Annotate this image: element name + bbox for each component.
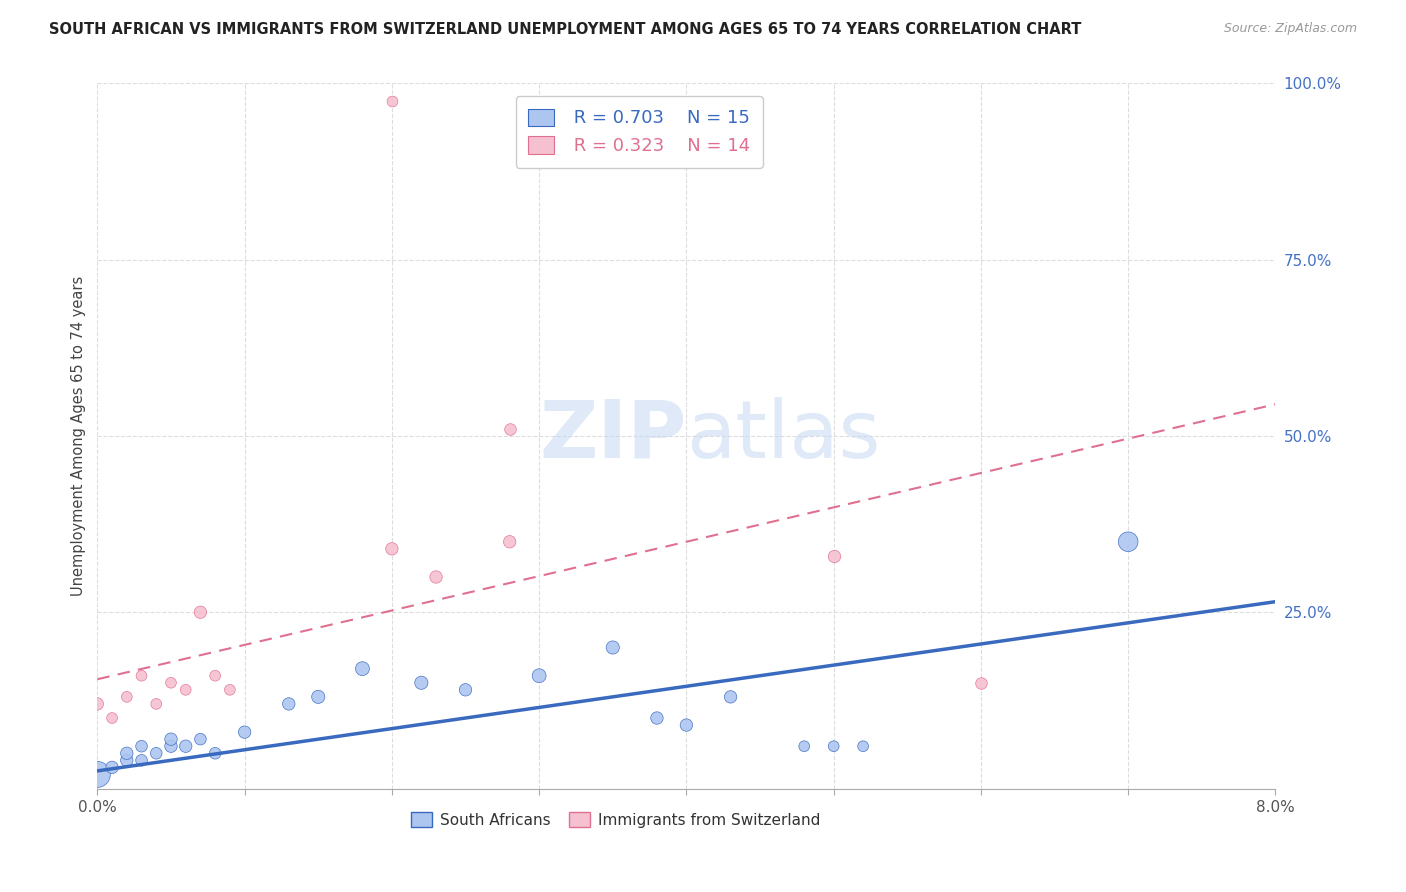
Point [160,732,183,747]
Point [425,570,447,584]
Point [131,753,153,767]
Point [307,690,329,704]
Point [145,746,167,760]
Point [115,746,138,760]
Text: atlas: atlas [686,397,880,475]
Point [174,739,197,754]
Point [145,697,167,711]
Point [499,534,522,549]
Point [115,690,138,704]
Point [602,640,624,655]
Point [204,669,226,683]
Point [115,753,138,767]
Point [381,94,404,108]
Point [381,541,404,556]
Point [823,739,845,754]
Point [454,682,477,697]
Point [219,682,242,697]
Point [101,760,124,774]
Point [86,697,108,711]
Point [352,662,374,676]
Point [131,669,153,683]
Point [411,675,433,690]
Text: Source: ZipAtlas.com: Source: ZipAtlas.com [1223,22,1357,36]
Point [720,690,742,704]
Point [1116,534,1139,549]
Point [204,746,226,760]
Point [174,682,197,697]
Point [645,711,668,725]
Legend: South Africans, Immigrants from Switzerland: South Africans, Immigrants from Switzerl… [405,806,827,834]
Point [277,697,299,711]
Point [131,739,153,754]
Point [499,422,522,436]
Y-axis label: Unemployment Among Ages 65 to 74 years: Unemployment Among Ages 65 to 74 years [72,276,86,596]
Text: ZIP: ZIP [538,397,686,475]
Point [823,549,845,563]
Point [190,605,212,619]
Point [190,732,212,747]
Point [527,669,550,683]
Point [970,675,993,690]
Point [233,725,256,739]
Point [101,711,124,725]
Point [852,739,875,754]
Point [160,675,183,690]
Point [675,718,697,732]
Point [86,767,108,781]
Point [793,739,815,754]
Text: SOUTH AFRICAN VS IMMIGRANTS FROM SWITZERLAND UNEMPLOYMENT AMONG AGES 65 TO 74 YE: SOUTH AFRICAN VS IMMIGRANTS FROM SWITZER… [49,22,1081,37]
Point [160,739,183,754]
